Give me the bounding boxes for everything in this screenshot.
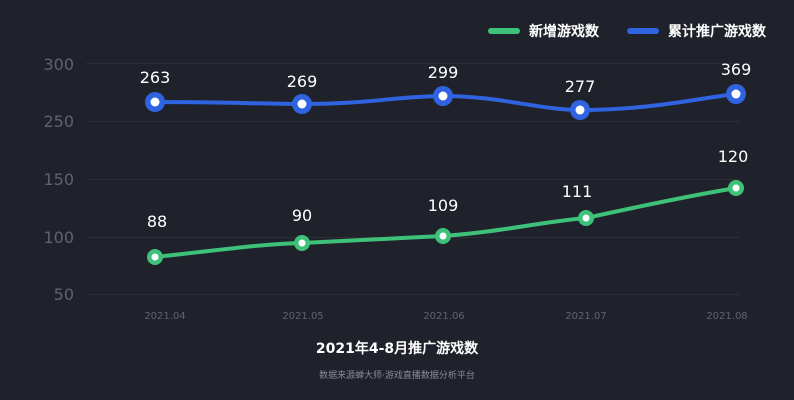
data-label: 369	[720, 60, 752, 79]
green-line-swatch-icon	[488, 28, 520, 34]
x-tick-label: 2021.04	[144, 311, 186, 322]
chart-legend: 新增游戏数 累计推广游戏数	[488, 21, 766, 41]
y-tick-label: 50	[53, 285, 74, 304]
legend-item-cumulative-games[interactable]: 累计推广游戏数	[627, 21, 766, 41]
data-label: 277	[564, 77, 596, 96]
data-label: 109	[427, 196, 459, 215]
gridline	[86, 179, 740, 180]
legend-label: 新增游戏数	[529, 24, 599, 40]
y-tick-label: 100	[43, 228, 74, 247]
x-tick-label: 2021.06	[423, 311, 465, 322]
data-label: 120	[717, 147, 749, 166]
chart-source-note: 数据来源蝉大师·游戏直播数据分析平台	[319, 371, 475, 381]
data-label: 299	[427, 63, 459, 82]
data-label: 111	[561, 182, 593, 201]
gridline	[86, 63, 740, 64]
x-tick-label: 2021.08	[706, 311, 748, 322]
data-label: 263	[139, 68, 171, 87]
gridline	[86, 121, 740, 122]
gridline	[86, 294, 740, 295]
new-games-markers	[147, 180, 744, 265]
x-tick-label: 2021.05	[282, 311, 324, 322]
blue-line-swatch-icon	[627, 28, 659, 34]
legend-item-new-games[interactable]: 新增游戏数	[488, 21, 599, 41]
legend-label: 累计推广游戏数	[668, 24, 766, 40]
x-tick-label: 2021.07	[565, 311, 607, 322]
data-label: 88	[146, 212, 168, 231]
data-label: 269	[286, 72, 318, 91]
y-tick-label: 250	[43, 112, 74, 131]
data-label: 90	[291, 206, 313, 225]
chart-title: 2021年4-8月推广游戏数	[315, 341, 479, 357]
cumulative-games-markers	[145, 84, 746, 120]
y-tick-label: 300	[43, 55, 74, 74]
y-tick-label: 150	[43, 170, 74, 189]
